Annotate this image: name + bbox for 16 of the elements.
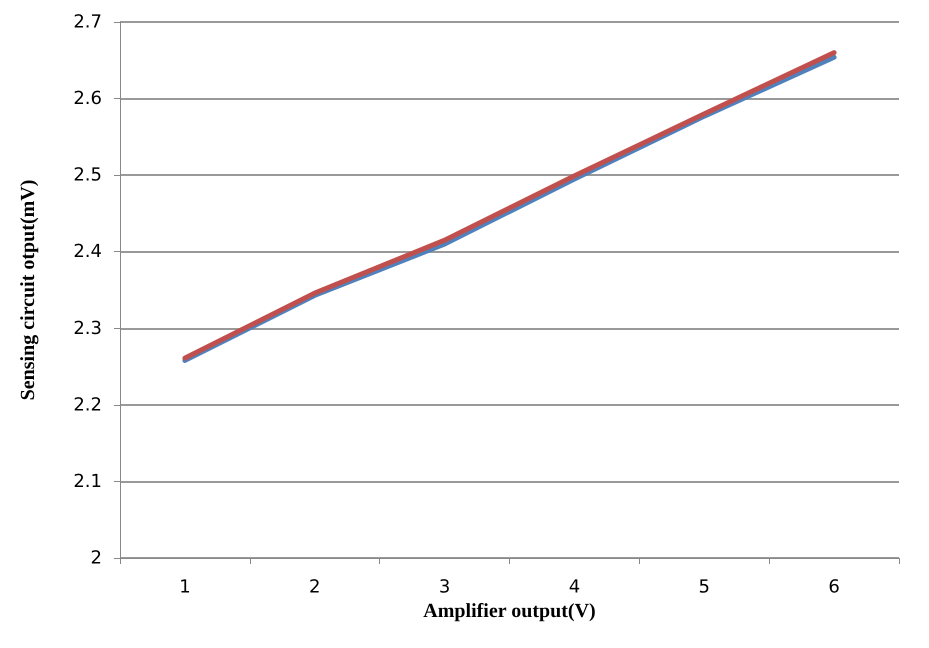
y-tick-label: 2.5 [73, 164, 102, 186]
y-axis-title: Sensing circuit otput(mV) [17, 180, 39, 400]
y-tick-label: 2.4 [73, 241, 102, 262]
y-tick-label: 2 [90, 548, 102, 568]
x-axis-title: Amplifier output(V) [423, 600, 596, 622]
y-tick-label: 2.6 [73, 88, 102, 110]
x-tick-label: 3 [438, 576, 450, 598]
y-tick-label: 2.1 [73, 470, 102, 492]
x-tick-label: 5 [698, 576, 710, 598]
y-tick-label: 2.2 [73, 394, 102, 416]
x-tick-label: 1 [179, 576, 191, 598]
x-tick-label: 4 [568, 576, 580, 598]
y-tick-label: 2.3 [73, 318, 102, 339]
y-tick-label: 2.7 [73, 12, 102, 32]
x-tick-label: 2 [309, 576, 320, 598]
x-tick-label: 6 [828, 576, 840, 598]
